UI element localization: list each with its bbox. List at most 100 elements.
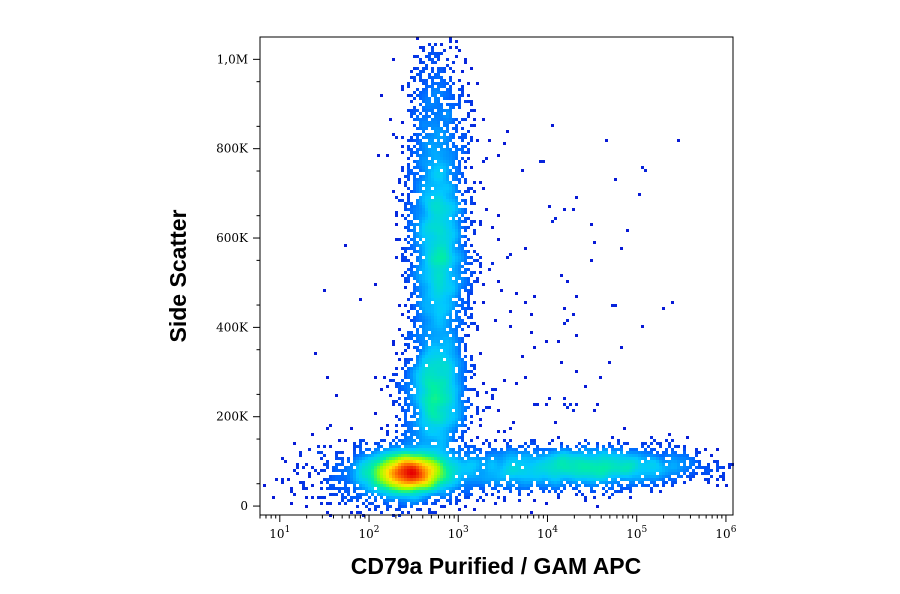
event-dot (446, 436, 449, 439)
event-dot (434, 130, 437, 133)
event-dot (422, 214, 425, 217)
event-dot (419, 205, 422, 208)
event-dot (431, 214, 434, 217)
event-dot (422, 79, 425, 82)
event-dot (401, 145, 404, 148)
event-dot (425, 496, 428, 499)
event-dot (413, 448, 416, 451)
event-dot (332, 487, 335, 490)
x-axis: 101 102 103 104 105 106 (259, 515, 737, 541)
event-dot (419, 235, 422, 238)
event-dot (650, 466, 653, 469)
event-dot (458, 355, 461, 358)
event-dot (497, 457, 500, 460)
event-dot (476, 463, 479, 466)
event-dot (431, 502, 434, 505)
event-dot (470, 475, 473, 478)
event-dot (413, 433, 416, 436)
event-dot (446, 379, 449, 382)
event-dot (548, 442, 551, 445)
event-dot (638, 457, 641, 460)
event-dot (464, 241, 467, 244)
event-dot (449, 406, 452, 409)
event-dot (605, 484, 608, 487)
event-dot (515, 469, 518, 472)
event-dot (641, 454, 644, 457)
event-dot (428, 460, 431, 463)
event-dot (440, 256, 443, 259)
event-dot (476, 328, 479, 331)
event-dot (431, 418, 434, 421)
event-dot (401, 193, 404, 196)
event-dot (437, 271, 440, 274)
event-dot (362, 469, 365, 472)
event-dot (677, 475, 680, 478)
event-dot (404, 349, 407, 352)
event-dot (329, 424, 332, 427)
event-dot (461, 151, 464, 154)
event-dot (428, 103, 431, 106)
event-dot (437, 373, 440, 376)
event-dot (530, 439, 533, 442)
event-dot (419, 379, 422, 382)
event-dot (443, 229, 446, 232)
event-dot (437, 382, 440, 385)
event-dot (461, 433, 464, 436)
event-dot (527, 457, 530, 460)
event-dot (407, 109, 410, 112)
event-dot (572, 475, 575, 478)
event-dot (431, 76, 434, 79)
event-dot (446, 361, 449, 364)
event-dot (428, 244, 431, 247)
event-dot (650, 442, 653, 445)
event-dot (416, 340, 419, 343)
event-dot (410, 460, 413, 463)
event-dot (413, 178, 416, 181)
event-dot (434, 106, 437, 109)
event-dot (449, 160, 452, 163)
event-dot (455, 403, 458, 406)
event-dot (431, 367, 434, 370)
event-dot (434, 145, 437, 148)
event-dot (431, 376, 434, 379)
event-dot (707, 463, 710, 466)
event-dot (458, 382, 461, 385)
event-dot (401, 388, 404, 391)
event-dot (398, 478, 401, 481)
event-dot (419, 307, 422, 310)
event-dot (470, 223, 473, 226)
event-dot (560, 445, 563, 448)
event-dot (611, 475, 614, 478)
event-dot (443, 457, 446, 460)
event-dot (419, 499, 422, 502)
event-dot (416, 481, 419, 484)
event-dot (443, 352, 446, 355)
event-dot (422, 394, 425, 397)
event-dot (434, 472, 437, 475)
event-dot (458, 397, 461, 400)
event-dot (614, 448, 617, 451)
event-dot (422, 355, 425, 358)
event-dot (467, 301, 470, 304)
event-dot (434, 91, 437, 94)
event-dot (386, 496, 389, 499)
event-dot (407, 94, 410, 97)
event-dot (413, 406, 416, 409)
event-dot (449, 205, 452, 208)
event-dot (425, 298, 428, 301)
event-dot (410, 487, 413, 490)
event-dot (422, 280, 425, 283)
event-dot (440, 367, 443, 370)
event-dot (440, 337, 443, 340)
event-dot (437, 124, 440, 127)
event-dot (446, 478, 449, 481)
event-dot (419, 433, 422, 436)
event-dot (623, 427, 626, 430)
event-dot (443, 469, 446, 472)
event-dot (431, 148, 434, 151)
event-dot (443, 328, 446, 331)
event-dot (455, 46, 458, 49)
event-dot (395, 442, 398, 445)
event-dot (467, 295, 470, 298)
event-dot (662, 454, 665, 457)
